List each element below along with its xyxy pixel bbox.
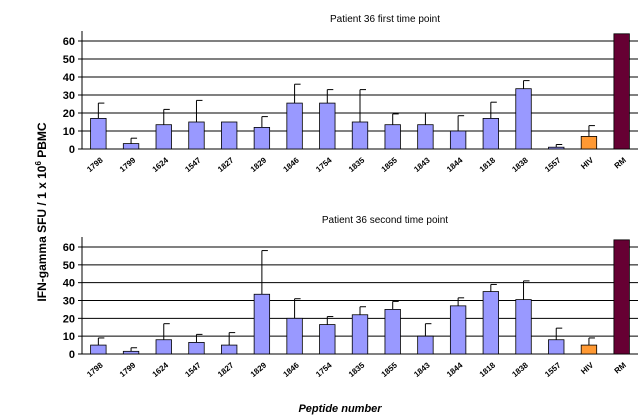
bar-1838 bbox=[516, 300, 532, 354]
bar-1855 bbox=[385, 309, 401, 354]
x-tick-label: 1838 bbox=[510, 360, 530, 379]
y-tick-label: 60 bbox=[63, 242, 75, 254]
x-tick-label: 1844 bbox=[445, 360, 465, 379]
x-tick-label: 1829 bbox=[249, 155, 269, 174]
bar-1829 bbox=[254, 127, 270, 149]
bar-1754 bbox=[320, 103, 336, 149]
bar-1843 bbox=[418, 125, 434, 149]
chart-title: Patient 36 second time point bbox=[322, 215, 448, 226]
chart-title: Patient 36 first time point bbox=[330, 14, 440, 25]
y-axis-label-main: IFN-gamma SFU / 1 x 10 bbox=[35, 165, 49, 301]
bar-1624 bbox=[156, 125, 172, 149]
chart-panel-first-time-point: Patient 36 first time point 0 10 20 30 40 50 60… bbox=[63, 14, 638, 174]
bar-1844 bbox=[450, 131, 466, 149]
x-tick-label: 1855 bbox=[380, 155, 400, 174]
chart-panel-second-time-point: Patient 36 second time point 0 10 20 30 40 50 6… bbox=[63, 215, 638, 379]
bar-HIV bbox=[581, 345, 597, 354]
x-tick-label: 1846 bbox=[281, 360, 301, 379]
y-tick-label: 0 bbox=[69, 349, 75, 361]
bar-1843 bbox=[418, 336, 434, 354]
x-tick-label: 1855 bbox=[380, 360, 400, 379]
x-axis-label: Peptide number bbox=[298, 403, 382, 415]
y-tick-label: 50 bbox=[63, 54, 75, 66]
y-tick-label: 30 bbox=[63, 296, 75, 308]
bar-1835 bbox=[352, 315, 368, 354]
bar-1557 bbox=[548, 147, 564, 149]
bar-1754 bbox=[320, 325, 336, 354]
x-tick-label: 1843 bbox=[412, 155, 432, 174]
x-tick-label: 1843 bbox=[412, 360, 432, 379]
y-tick-label: 60 bbox=[63, 36, 75, 48]
bar-1838 bbox=[516, 89, 532, 149]
x-tick-label: 1799 bbox=[118, 155, 138, 174]
y-axis-label: IFN-gamma SFU / 1 x 106 PBMC bbox=[34, 122, 49, 302]
bar-1829 bbox=[254, 294, 270, 354]
x-tick-label: 1798 bbox=[85, 155, 105, 174]
x-tick-label: 1827 bbox=[216, 155, 236, 174]
bar-1846 bbox=[287, 103, 303, 149]
x-tick-label: 1624 bbox=[151, 360, 171, 379]
x-tick-label: HIV bbox=[579, 155, 596, 171]
bar-1798 bbox=[91, 345, 107, 354]
x-tick-label: 1818 bbox=[478, 155, 498, 174]
x-tick-label: 1846 bbox=[281, 155, 301, 174]
y-tick-label: 20 bbox=[63, 108, 75, 120]
x-tick-label: 1754 bbox=[314, 360, 334, 379]
x-tick-label: 1818 bbox=[478, 360, 498, 379]
bar-1624 bbox=[156, 340, 172, 354]
y-tick-label: 0 bbox=[69, 144, 75, 156]
bar-1547 bbox=[189, 122, 205, 149]
bar-1547 bbox=[189, 342, 205, 354]
x-tick-label: 1624 bbox=[151, 155, 171, 174]
y-tick-label: 40 bbox=[63, 278, 75, 290]
bar-1799 bbox=[123, 144, 139, 149]
bar-1846 bbox=[287, 318, 303, 354]
bar-1827 bbox=[221, 122, 237, 149]
bar-RM bbox=[614, 34, 630, 149]
bar-1557 bbox=[548, 340, 564, 354]
y-tick-label: 10 bbox=[63, 126, 75, 138]
y-tick-label: 40 bbox=[63, 72, 75, 84]
x-tick-label: 1844 bbox=[445, 155, 465, 174]
bar-1798 bbox=[91, 118, 107, 149]
bar-1818 bbox=[483, 118, 499, 149]
x-tick-label: 1557 bbox=[543, 155, 563, 174]
x-tick-label: 1557 bbox=[543, 360, 563, 379]
x-tick-label: 1754 bbox=[314, 155, 334, 174]
x-tick-label: 1829 bbox=[249, 360, 269, 379]
x-tick-label: 1799 bbox=[118, 360, 138, 379]
x-tick-label: 1827 bbox=[216, 360, 236, 379]
y-tick-label: 30 bbox=[63, 90, 75, 102]
bar-1818 bbox=[483, 292, 499, 354]
y-tick-label: 20 bbox=[63, 313, 75, 325]
x-tick-label: RM bbox=[613, 155, 629, 170]
bar-1844 bbox=[450, 306, 466, 354]
x-tick-label: 1547 bbox=[183, 155, 203, 174]
bar-1827 bbox=[221, 345, 237, 354]
bar-1799 bbox=[123, 351, 139, 354]
y-tick-label: 10 bbox=[63, 331, 75, 343]
y-tick-label: 50 bbox=[63, 260, 75, 272]
y-axis-label-unit: PBMC bbox=[35, 122, 49, 161]
bar-1855 bbox=[385, 125, 401, 149]
x-tick-label: 1547 bbox=[183, 360, 203, 379]
x-tick-label: 1798 bbox=[85, 360, 105, 379]
x-tick-label: 1838 bbox=[510, 155, 530, 174]
x-tick-label: RM bbox=[613, 360, 629, 375]
x-tick-label: 1835 bbox=[347, 155, 367, 174]
bar-RM bbox=[614, 240, 630, 354]
bar-1835 bbox=[352, 122, 368, 149]
x-tick-label: 1835 bbox=[347, 360, 367, 379]
x-tick-label: HIV bbox=[579, 360, 596, 376]
bar-HIV bbox=[581, 136, 597, 149]
